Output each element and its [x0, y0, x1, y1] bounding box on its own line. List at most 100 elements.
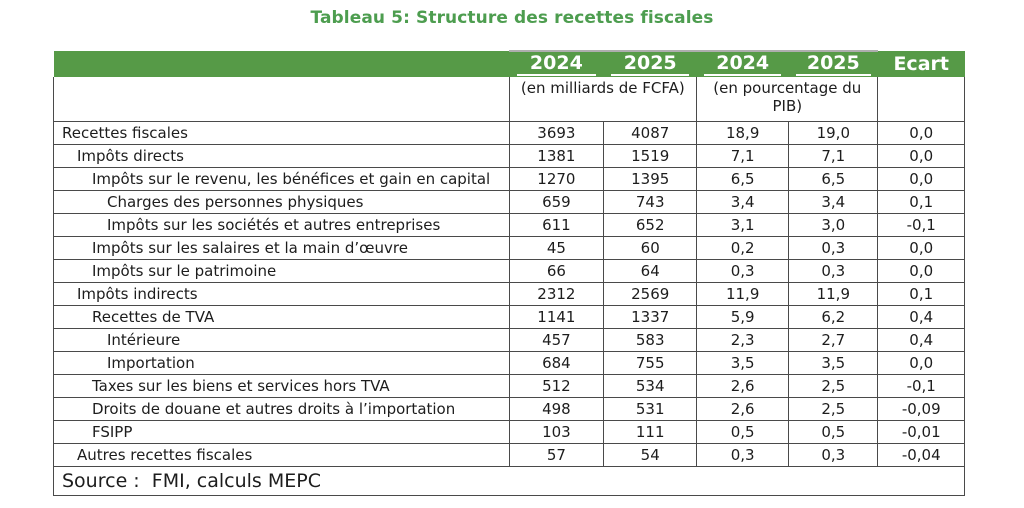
row-label: Charges des personnes physiques — [53, 190, 510, 214]
table-row: Impôts sur les salaires et la main d’œuv… — [53, 236, 965, 260]
row-label: Recettes de TVA — [53, 305, 510, 329]
value-fcfa-2025: 743 — [603, 190, 698, 214]
value-fcfa-2025: 755 — [603, 351, 698, 375]
table-row: FSIPP 103 111 0,5 0,5 -0,01 — [53, 420, 965, 444]
value-ecart: 0,0 — [877, 144, 965, 168]
value-fcfa-2024: 659 — [508, 190, 605, 214]
row-label: Impôts sur les sociétés et autres entrep… — [53, 213, 510, 237]
source-note: Source : FMI, calculs MEPC — [53, 466, 965, 496]
value-ecart: -0,09 — [877, 397, 965, 421]
value-ecart: -0,01 — [877, 420, 965, 444]
value-pib-2024: 2,3 — [696, 328, 790, 352]
value-ecart: 0,0 — [877, 167, 965, 191]
value-ecart: 0,0 — [877, 236, 965, 260]
value-fcfa-2024: 512 — [508, 374, 605, 398]
value-ecart: 0,0 — [877, 351, 965, 375]
value-pib-2024: 3,1 — [696, 213, 790, 237]
value-fcfa-2024: 1141 — [508, 305, 605, 329]
table-row: Autres recettes fiscales 57 54 0,3 0,3 -… — [53, 443, 965, 467]
table-row: Recettes fiscales 3693 4087 18,9 19,0 0,… — [53, 121, 965, 145]
value-pib-2025: 0,3 — [788, 259, 879, 283]
unit-pib-label: (en pourcentage du PIB) — [696, 77, 879, 122]
value-fcfa-2024: 1381 — [508, 144, 605, 168]
unit-label-cell — [53, 77, 510, 122]
unit-fcfa-label: (en milliards de FCFA) — [508, 77, 698, 122]
unit-ecart-cell — [877, 77, 965, 122]
value-pib-2025: 2,7 — [788, 328, 879, 352]
header-ecart: Ecart — [877, 51, 965, 77]
value-fcfa-2024: 498 — [508, 397, 605, 421]
year-label: 2024 — [516, 53, 597, 76]
page-title: Tableau 5: Structure des recettes fiscal… — [310, 8, 714, 28]
table-row: Droits de douane et autres droits à l’im… — [53, 397, 965, 421]
value-pib-2024: 6,5 — [696, 167, 790, 191]
row-label: Impôts indirects — [53, 282, 510, 306]
header-year-pib-2025: 2025 — [788, 50, 878, 77]
value-fcfa-2025: 1519 — [603, 144, 698, 168]
value-pib-2024: 18,9 — [696, 121, 790, 145]
value-pib-2025: 0,3 — [788, 236, 879, 260]
value-pib-2025: 3,5 — [788, 351, 879, 375]
value-ecart: -0,04 — [877, 443, 965, 467]
value-fcfa-2024: 66 — [508, 259, 605, 283]
year-label: 2025 — [611, 53, 690, 76]
value-pib-2024: 0,2 — [696, 236, 790, 260]
value-pib-2024: 0,5 — [696, 420, 790, 444]
value-pib-2024: 7,1 — [696, 144, 790, 168]
value-pib-2024: 11,9 — [696, 282, 790, 306]
row-label: Impôts sur le revenu, les bénéfices et g… — [53, 167, 510, 191]
value-fcfa-2024: 57 — [508, 443, 605, 467]
value-fcfa-2024: 1270 — [508, 167, 605, 191]
table-row: Intérieure 457 583 2,3 2,7 0,4 — [53, 328, 965, 352]
year-header-row: 2024 2025 2024 2025 Ecart — [53, 50, 965, 77]
value-fcfa-2024: 103 — [508, 420, 605, 444]
value-fcfa-2024: 457 — [508, 328, 605, 352]
value-pib-2024: 0,3 — [696, 259, 790, 283]
value-fcfa-2025: 1395 — [603, 167, 698, 191]
value-fcfa-2025: 54 — [603, 443, 698, 467]
value-pib-2024: 0,3 — [696, 443, 790, 467]
value-pib-2025: 2,5 — [788, 374, 879, 398]
value-pib-2024: 3,5 — [696, 351, 790, 375]
value-ecart: 0,0 — [877, 121, 965, 145]
unit-header-row: (en milliards de FCFA) (en pourcentage d… — [53, 77, 965, 122]
value-ecart: 0,1 — [877, 282, 965, 306]
value-fcfa-2025: 534 — [603, 374, 698, 398]
table-row: Impôts sur le patrimoine 66 64 0,3 0,3 0… — [53, 259, 965, 283]
value-fcfa-2024: 684 — [508, 351, 605, 375]
value-pib-2025: 19,0 — [788, 121, 879, 145]
value-ecart: -0,1 — [877, 213, 965, 237]
header-year-fcfa-2025: 2025 — [603, 50, 697, 77]
row-label: Importation — [53, 351, 510, 375]
row-label: Taxes sur les biens et services hors TVA — [53, 374, 510, 398]
value-ecart: 0,4 — [877, 328, 965, 352]
header-label-cell — [53, 51, 510, 77]
year-label: 2024 — [704, 53, 782, 76]
table-row: Recettes de TVA 1141 1337 5,9 6,2 0,4 — [53, 305, 965, 329]
year-label: 2025 — [795, 53, 871, 76]
value-pib-2025: 6,5 — [788, 167, 879, 191]
table-row: Impôts directs 1381 1519 7,1 7,1 0,0 — [53, 144, 965, 168]
value-pib-2025: 6,2 — [788, 305, 879, 329]
table-row: Importation 684 755 3,5 3,5 0,0 — [53, 351, 965, 375]
ecart-label: Ecart — [893, 52, 949, 75]
header-year-fcfa-2024: 2024 — [509, 50, 604, 77]
value-pib-2024: 2,6 — [696, 374, 790, 398]
value-fcfa-2024: 611 — [508, 213, 605, 237]
value-fcfa-2025: 4087 — [603, 121, 698, 145]
fiscal-revenue-table-wrapper: 2024 2025 2024 2025 Ecart — [53, 50, 965, 496]
value-fcfa-2025: 64 — [603, 259, 698, 283]
value-pib-2024: 2,6 — [696, 397, 790, 421]
row-label: Impôts sur les salaires et la main d’œuv… — [53, 236, 510, 260]
table-row: Impôts indirects 2312 2569 11,9 11,9 0,1 — [53, 282, 965, 306]
value-pib-2024: 5,9 — [696, 305, 790, 329]
value-ecart: 0,0 — [877, 259, 965, 283]
header-year-pib-2024: 2024 — [696, 50, 789, 77]
value-ecart: 0,1 — [877, 190, 965, 214]
table-body: Recettes fiscales 3693 4087 18,9 19,0 0,… — [53, 121, 965, 467]
row-label: Autres recettes fiscales — [53, 443, 510, 467]
value-fcfa-2025: 531 — [603, 397, 698, 421]
row-label: Intérieure — [53, 328, 510, 352]
value-fcfa-2024: 3693 — [508, 121, 605, 145]
value-fcfa-2024: 45 — [508, 236, 605, 260]
